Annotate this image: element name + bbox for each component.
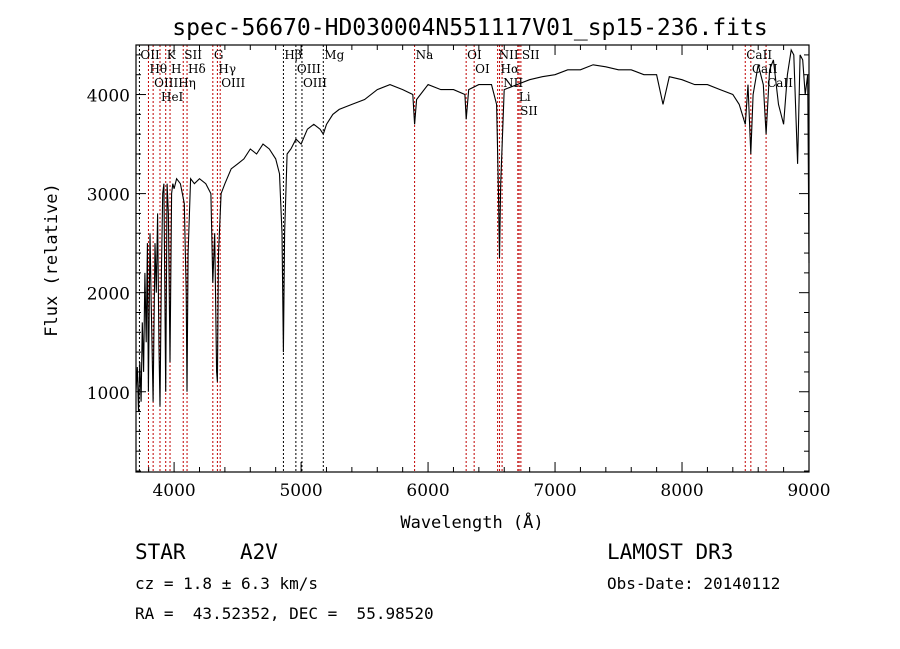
line-label: CaII xyxy=(752,62,778,76)
x-axis-label: Wavelength (Å) xyxy=(400,511,543,533)
line-label: OIII xyxy=(297,62,321,76)
chart-title: spec-56670-HD030004N551117V01_sp15-236.f… xyxy=(172,15,767,41)
line-label: CaII xyxy=(767,76,793,90)
line-label: SII xyxy=(520,104,538,118)
redshift-cz: cz = 1.8 ± 6.3 km/s xyxy=(135,574,319,593)
object-type: STAR xyxy=(135,540,186,564)
line-label: Hθ xyxy=(149,62,167,76)
spectral-line-markers xyxy=(138,45,767,472)
x-tick-label: 4000 xyxy=(152,481,195,501)
line-label: Hδ xyxy=(188,62,206,76)
line-label: SII xyxy=(522,48,540,62)
y-tick-label: 4000 xyxy=(87,87,130,107)
x-tick-label: 9000 xyxy=(787,481,830,501)
line-label: Hβ xyxy=(284,48,301,62)
coordinates: RA = 43.52352, DEC = 55.98520 xyxy=(135,604,434,623)
y-tick-label: 3000 xyxy=(87,186,130,206)
obs-date: Obs-Date: 20140112 xyxy=(607,574,781,593)
y-tick-label: 1000 xyxy=(87,384,130,404)
line-label: OI xyxy=(475,62,490,76)
spectrum-chart: spec-56670-HD030004N551117V01_sp15-236.f… xyxy=(42,15,831,533)
axis-ticks: 4000 5000 6000 7000 8000 9000 1000 2000 3000 4000 xyxy=(87,45,831,501)
line-label: H xyxy=(171,62,181,76)
spectrum-line xyxy=(135,48,810,412)
x-tick-label: 6000 xyxy=(406,481,449,501)
line-label: HeI xyxy=(161,90,184,104)
line-label: K xyxy=(167,48,177,62)
subclass: A2V xyxy=(240,540,278,564)
plot-frame xyxy=(135,44,810,473)
line-label: Hγ xyxy=(218,62,236,76)
line-label: OI xyxy=(467,48,482,62)
line-label: NII xyxy=(499,48,519,62)
line-label: NII xyxy=(503,76,523,90)
spectral-line-labels: OIIHθOIIIHηHeIKHSIIHδGHγOIIIHβOIIIOIIIMg… xyxy=(140,48,793,118)
y-tick-label: 2000 xyxy=(87,285,130,305)
line-label: Mg xyxy=(324,48,344,62)
x-tick-label: 7000 xyxy=(533,481,576,501)
line-label: OIIIHη xyxy=(154,76,196,90)
line-label: OIII xyxy=(221,76,245,90)
line-label: OIII xyxy=(303,76,327,90)
x-tick-label: 8000 xyxy=(660,481,703,501)
line-label: Li xyxy=(519,90,531,104)
line-label: OII xyxy=(140,48,160,62)
survey-name: LAMOST DR3 xyxy=(607,540,734,564)
line-label: Na xyxy=(416,48,434,62)
line-label: G xyxy=(214,48,224,62)
line-label: SII xyxy=(184,48,202,62)
x-tick-label: 5000 xyxy=(279,481,322,501)
y-axis-label: Flux (relative) xyxy=(42,183,62,337)
line-label: CaII xyxy=(746,48,772,62)
line-label: Hα xyxy=(501,62,520,76)
